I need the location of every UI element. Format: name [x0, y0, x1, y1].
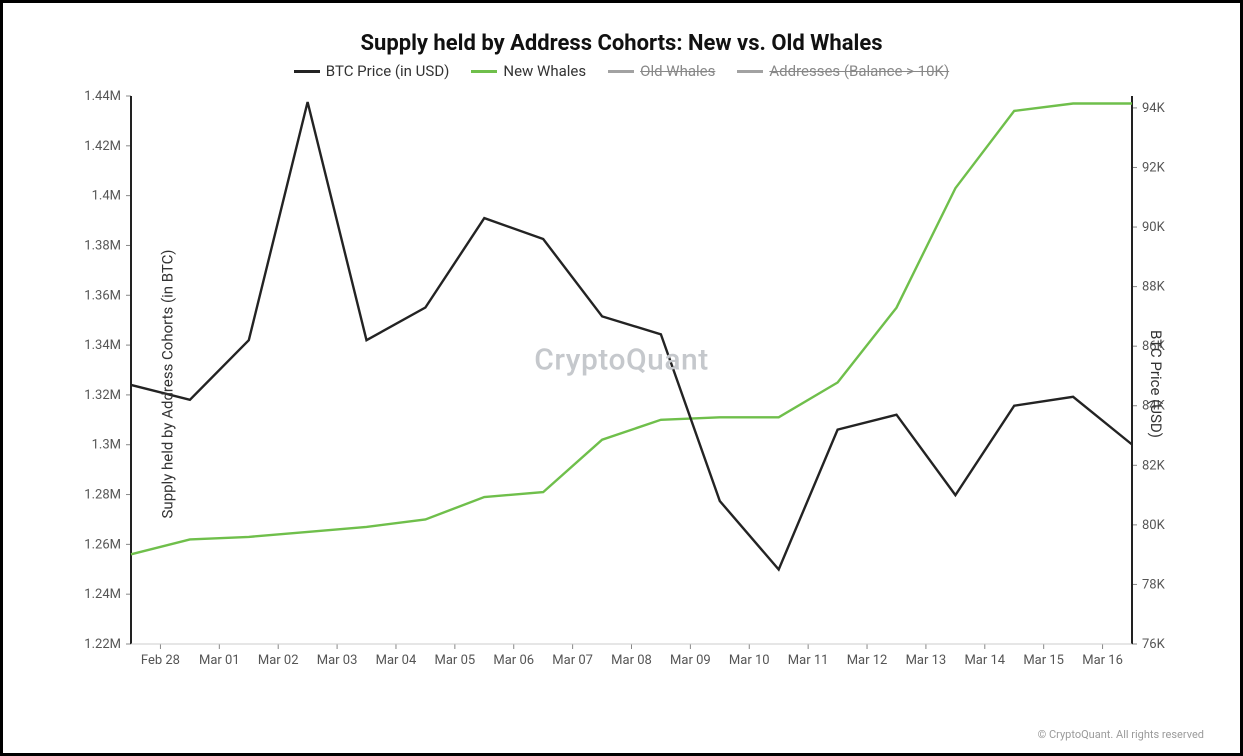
svg-text:Mar 04: Mar 04 — [376, 653, 417, 668]
y-axis-left-title: Supply held by Address Cohorts (in BTC) — [158, 250, 176, 519]
svg-text:1.28M: 1.28M — [84, 488, 121, 503]
svg-text:1.42M: 1.42M — [84, 139, 121, 154]
legend-item-0[interactable]: BTC Price (in USD) — [294, 62, 450, 80]
legend-item-2[interactable]: Old Whales — [608, 62, 715, 80]
svg-text:1.44M: 1.44M — [84, 89, 121, 104]
svg-text:1.34M: 1.34M — [84, 338, 121, 353]
svg-text:Mar 13: Mar 13 — [906, 653, 947, 668]
legend-label: Addresses (Balance > 10K) — [769, 62, 949, 80]
svg-text:Mar 02: Mar 02 — [258, 653, 299, 668]
svg-text:1.36M: 1.36M — [84, 288, 121, 303]
legend-item-1[interactable]: New Whales — [471, 62, 586, 80]
svg-text:Feb 28: Feb 28 — [141, 653, 180, 668]
svg-text:80K: 80K — [1142, 518, 1166, 533]
chart-frame: Supply held by Address Cohorts: New vs. … — [0, 0, 1243, 756]
copyright-text: © CryptoQuant. All rights reserved — [1038, 728, 1204, 741]
svg-text:1.4M: 1.4M — [92, 189, 121, 204]
legend-label: Old Whales — [640, 62, 715, 80]
svg-text:Mar 14: Mar 14 — [964, 653, 1005, 668]
svg-text:1.38M: 1.38M — [84, 238, 121, 253]
svg-text:1.26M: 1.26M — [84, 537, 121, 552]
legend-swatch — [294, 70, 320, 73]
y-axis-right-title: BTC Price (USD) — [1147, 330, 1165, 438]
svg-text:Mar 12: Mar 12 — [847, 653, 888, 668]
svg-text:1.22M: 1.22M — [84, 637, 121, 652]
svg-text:90K: 90K — [1142, 220, 1166, 235]
svg-text:Mar 11: Mar 11 — [788, 653, 829, 668]
chart-svg: 1.22M 1.24M 1.26M 1.28M 1.3M 1.32M 1.34M 1.36M 1… — [39, 88, 1204, 680]
svg-text:Mar 15: Mar 15 — [1023, 653, 1064, 668]
svg-text:Mar 06: Mar 06 — [493, 653, 534, 668]
legend-label: New Whales — [503, 62, 586, 80]
legend-swatch — [608, 70, 634, 73]
chart-area: Supply held by Address Cohorts (in BTC) … — [39, 88, 1204, 680]
svg-text:Mar 10: Mar 10 — [729, 653, 770, 668]
svg-text:1.32M: 1.32M — [84, 388, 121, 403]
svg-text:82K: 82K — [1142, 458, 1166, 473]
svg-text:Mar 03: Mar 03 — [317, 653, 358, 668]
legend: BTC Price (in USD) New Whales Old Whales Ad… — [39, 62, 1204, 80]
svg-text:78K: 78K — [1142, 577, 1166, 592]
svg-text:94K: 94K — [1142, 101, 1166, 116]
legend-label: BTC Price (in USD) — [326, 62, 450, 80]
chart-title: Supply held by Address Cohorts: New vs. … — [39, 31, 1204, 56]
legend-item-3[interactable]: Addresses (Balance > 10K) — [737, 62, 949, 80]
svg-text:Mar 01: Mar 01 — [199, 653, 240, 668]
legend-swatch — [737, 70, 763, 73]
legend-swatch — [471, 70, 497, 73]
svg-text:Mar 08: Mar 08 — [611, 653, 652, 668]
svg-text:88K: 88K — [1142, 280, 1166, 295]
svg-text:Mar 07: Mar 07 — [552, 653, 593, 668]
svg-text:1.3M: 1.3M — [92, 438, 121, 453]
svg-text:92K: 92K — [1142, 160, 1166, 175]
svg-text:Mar 09: Mar 09 — [670, 653, 711, 668]
svg-text:Mar 05: Mar 05 — [435, 653, 476, 668]
svg-text:76K: 76K — [1142, 637, 1166, 652]
svg-text:Mar 16: Mar 16 — [1082, 653, 1123, 668]
svg-text:1.24M: 1.24M — [84, 587, 121, 602]
